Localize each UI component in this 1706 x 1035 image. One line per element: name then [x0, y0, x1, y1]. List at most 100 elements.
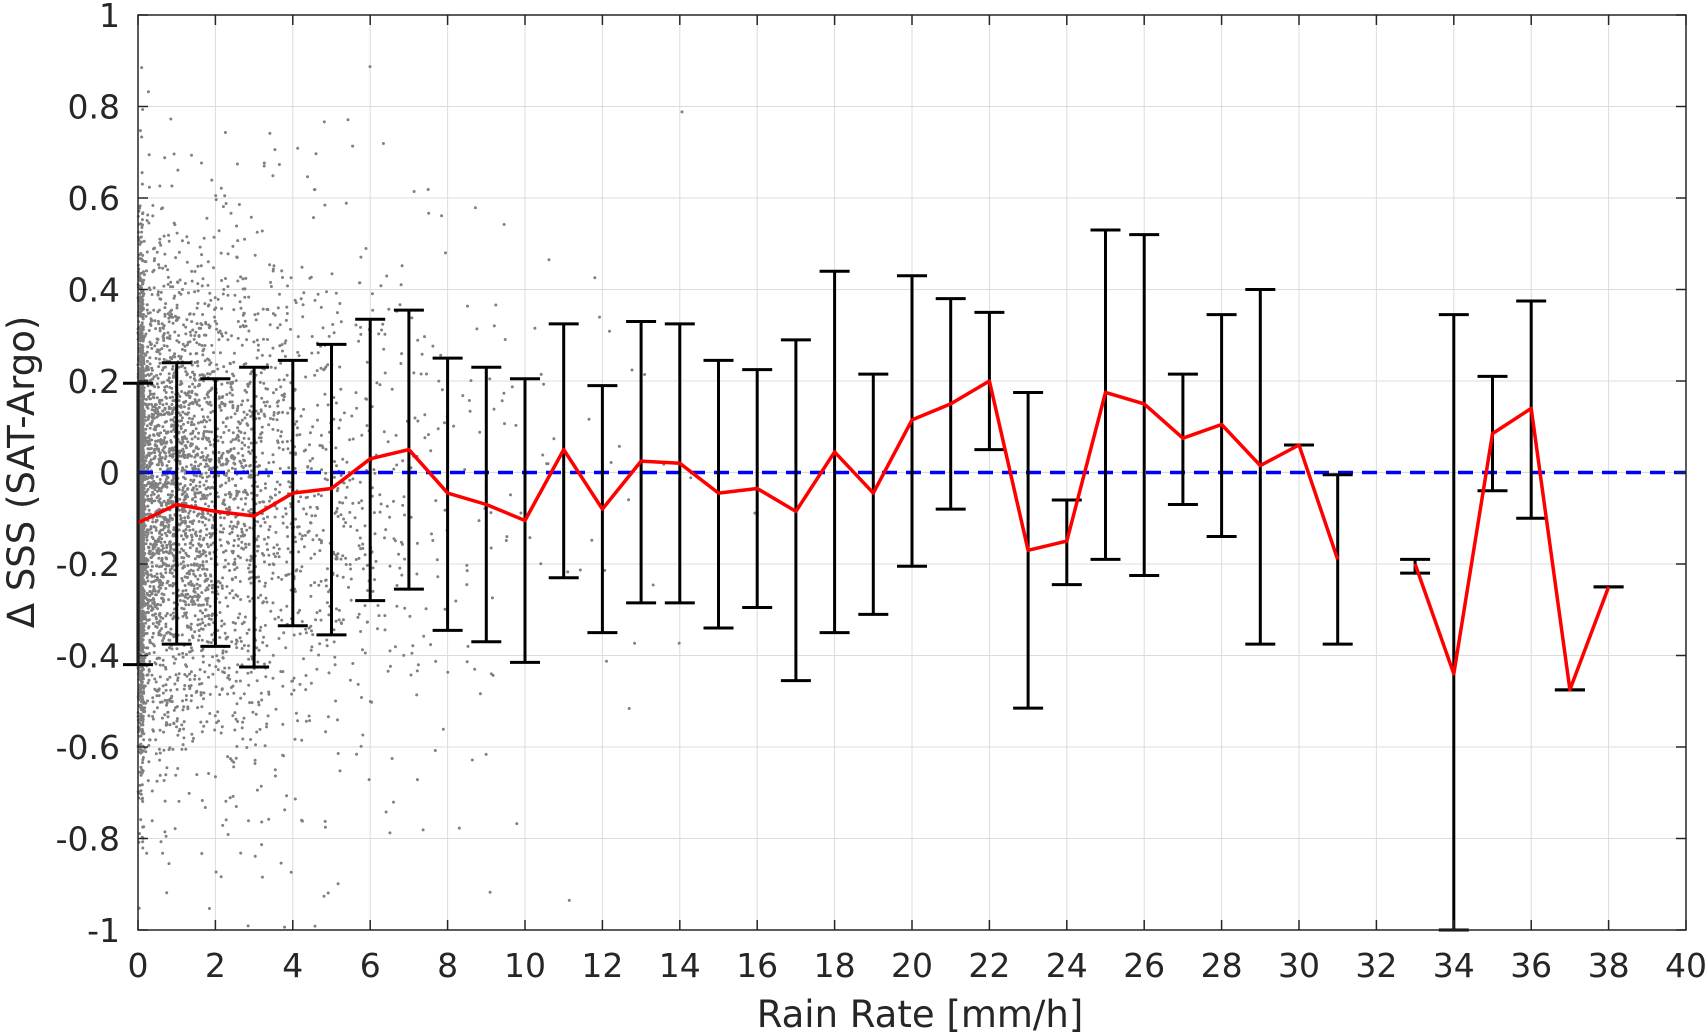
scatter-point: [226, 604, 230, 608]
scatter-point: [179, 380, 183, 383]
scatter-point: [309, 467, 313, 471]
scatter-point: [166, 275, 170, 279]
scatter-point: [257, 703, 261, 707]
scatter-point: [170, 380, 174, 384]
scatter-point: [247, 509, 251, 513]
scatter-point: [266, 548, 269, 552]
scatter-point: [139, 484, 143, 487]
scatter-point: [598, 315, 601, 319]
scatter-point: [238, 325, 242, 329]
scatter-point: [153, 385, 157, 389]
scatter-point: [145, 631, 149, 635]
scatter-point: [185, 665, 189, 668]
scatter-point: [167, 862, 171, 866]
scatter-point: [354, 558, 358, 561]
scatter-point: [157, 622, 161, 626]
scatter-point: [452, 424, 456, 428]
scatter-point: [233, 557, 237, 561]
scatter-point: [205, 568, 209, 571]
scatter-point: [245, 390, 249, 394]
scatter-point: [197, 629, 201, 632]
scatter-point: [181, 614, 185, 618]
scatter-point: [338, 418, 342, 422]
scatter-point: [148, 590, 152, 593]
scatter-point: [164, 773, 168, 777]
scatter-point: [566, 570, 570, 574]
scatter-point: [308, 443, 311, 447]
scatter-point: [199, 264, 203, 268]
scatter-point: [158, 773, 162, 777]
scatter-point: [378, 510, 382, 514]
scatter-point: [240, 418, 244, 422]
scatter-point: [142, 434, 146, 438]
scatter-point: [392, 499, 395, 503]
scatter-point: [200, 617, 204, 621]
scatter-point: [171, 534, 175, 538]
scatter-point: [175, 725, 178, 729]
scatter-point: [255, 730, 259, 734]
scatter-point: [210, 500, 214, 504]
scatter-point: [147, 443, 151, 447]
scatter-point: [208, 492, 212, 496]
scatter-point: [197, 638, 200, 642]
scatter-point: [152, 308, 156, 312]
scatter-point: [219, 516, 223, 520]
scatter-point: [157, 499, 161, 503]
scatter-point: [147, 678, 151, 682]
scatter-point: [143, 706, 147, 710]
scatter-point: [160, 485, 164, 489]
scatter-point: [196, 437, 200, 441]
scatter-point: [278, 490, 281, 494]
scatter-point: [225, 417, 228, 421]
scatter-point: [415, 669, 419, 673]
scatter-point: [179, 427, 183, 431]
scatter-point: [235, 566, 239, 570]
scatter-point: [296, 146, 300, 150]
scatter-point: [148, 426, 152, 430]
scatter-point: [241, 737, 245, 741]
scatter-point: [226, 285, 230, 288]
scatter-point: [150, 564, 154, 568]
scatter-point: [154, 680, 158, 684]
scatter-point: [231, 794, 235, 798]
scatter-point: [206, 464, 210, 468]
scatter-point: [152, 259, 156, 263]
scatter-point: [344, 563, 348, 566]
scatter-point: [245, 631, 249, 635]
scatter-point: [245, 558, 249, 562]
scatter-point: [304, 627, 308, 631]
scatter-point: [260, 698, 264, 702]
scatter-point: [176, 678, 180, 682]
scatter-point: [247, 577, 251, 581]
scatter-point: [434, 499, 438, 503]
scatter-point: [165, 336, 169, 340]
scatter-point: [296, 719, 300, 723]
scatter-point: [154, 615, 158, 619]
scatter-point: [197, 335, 201, 338]
scatter-point: [292, 676, 296, 680]
scatter-point: [152, 613, 156, 617]
scatter-point: [151, 543, 155, 547]
scatter-point: [141, 729, 145, 733]
scatter-point: [240, 447, 244, 451]
scatter-point: [440, 214, 444, 218]
scatter-point: [197, 603, 201, 607]
scatter-point: [181, 342, 185, 346]
scatter-point: [296, 611, 300, 615]
scatter-point: [161, 663, 165, 667]
scatter-point: [188, 678, 192, 682]
scatter-point: [271, 676, 275, 680]
scatter-point: [419, 372, 423, 376]
scatter-point: [188, 352, 192, 356]
scatter-point: [285, 604, 289, 608]
scatter-point: [167, 372, 171, 376]
scatter-point: [244, 276, 248, 280]
scatter-point: [247, 329, 251, 333]
scatter-point: [165, 431, 168, 435]
scatter-point: [160, 413, 163, 417]
scatter-point: [198, 574, 202, 577]
scatter-point: [327, 613, 331, 617]
scatter-point: [268, 263, 272, 267]
scatter-point: [168, 646, 171, 650]
scatter-point: [222, 622, 226, 626]
